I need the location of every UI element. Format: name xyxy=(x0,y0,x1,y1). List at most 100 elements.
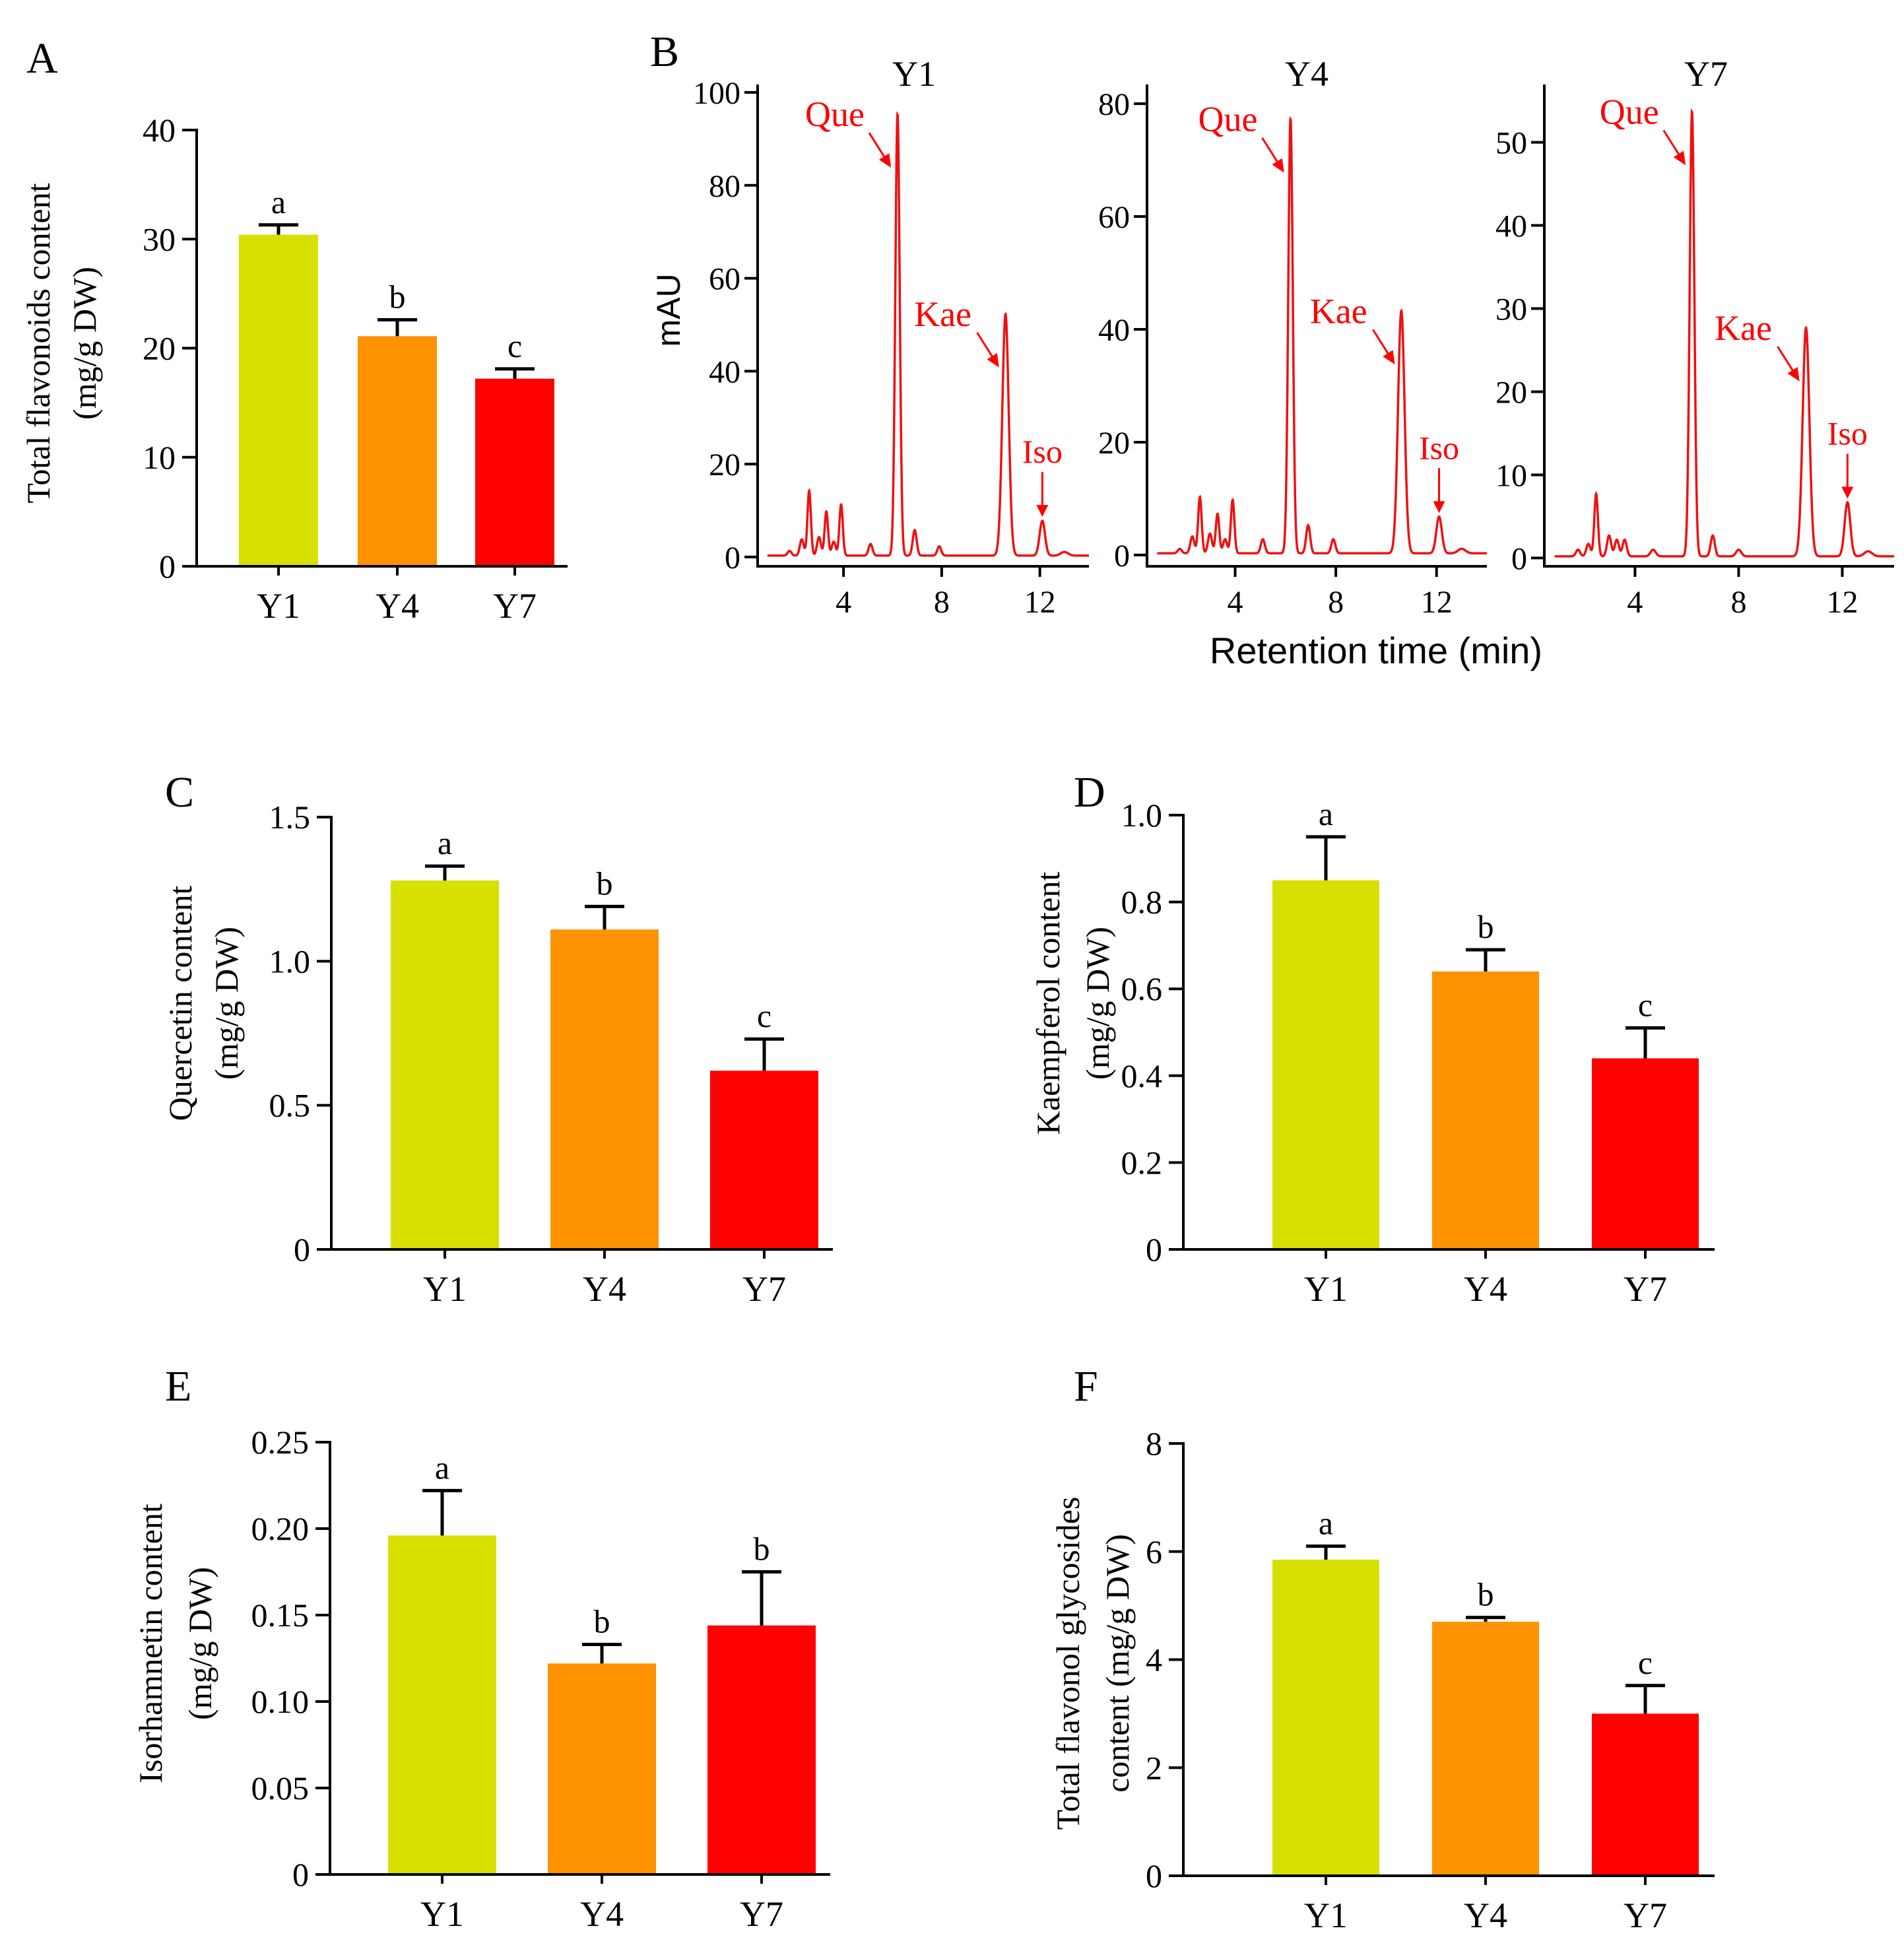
ylabel-line2-e: (mg/g DW) xyxy=(181,1567,218,1720)
chromatogram-ytick-label-y7: 0 xyxy=(1511,541,1527,576)
chromatogram-trace-y4 xyxy=(1157,116,1487,555)
ylabel-line1-c: Quercetin content xyxy=(162,886,199,1121)
panel-c: C Quercetin content (mg/g DW) a Y1 b Y4 c Y7 0… xyxy=(162,768,833,1309)
significance-letter-f-y7: c xyxy=(1638,1644,1653,1681)
bar-f-y1 xyxy=(1272,1560,1379,1876)
bar-c-y1 xyxy=(391,880,499,1249)
chromatogram-ytick-label-y7: 10 xyxy=(1495,458,1527,493)
chromatogram-xtick-label-y4: 12 xyxy=(1421,585,1453,620)
peak-label-iso-y7: Iso xyxy=(1827,415,1868,452)
chromatogram-ytick-label-y4: 40 xyxy=(1098,313,1130,348)
chromatogram-ytick-label-y1: 100 xyxy=(693,76,740,111)
ylabel-line1-a: Total flavonoids content xyxy=(20,183,57,503)
ytick-label-f: 0 xyxy=(1146,1857,1162,1894)
xtick-label-a-y7: Y7 xyxy=(493,586,537,626)
bar-e-y1 xyxy=(388,1535,496,1874)
chromatogram-xtick-label-y7: 12 xyxy=(1826,585,1858,620)
bar-a-y1 xyxy=(239,234,318,566)
panel-b: B mAU Retention time (min) Y1 Y4 Y7 0 20 4… xyxy=(650,28,1894,671)
significance-letter-a-y4: b xyxy=(389,279,406,315)
panel-label-e: E xyxy=(165,1362,191,1410)
xtick-label-f-y7: Y7 xyxy=(1624,1896,1667,1935)
xtick-label-d-y4: Y4 xyxy=(1464,1269,1507,1309)
chromatogram-ytick-label-y1: 0 xyxy=(725,541,740,576)
bar-e-y7 xyxy=(707,1625,816,1874)
xtick-label-c-y7: Y7 xyxy=(742,1269,786,1309)
peak-label-iso-y4: Iso xyxy=(1419,429,1459,466)
bar-d-y1 xyxy=(1272,880,1379,1249)
xtick-label-f-y4: Y4 xyxy=(1464,1896,1507,1935)
peak-label-que-y1: Que xyxy=(805,94,865,134)
chromatogram-xtick-label-y7: 8 xyxy=(1730,585,1746,620)
peak-arrowhead-que-y4 xyxy=(1272,158,1284,173)
ytick-label-d: 0.6 xyxy=(1121,970,1163,1007)
chromatogram-y4: 0 20 40 60 80 4 8 12 Que Kae Iso xyxy=(1098,84,1487,620)
bar-chart-a: a Y1 b Y4 c Y7 0 10 20 30 40 xyxy=(143,112,568,626)
bar-f-y7 xyxy=(1592,1713,1699,1876)
ytick-label-e: 0.20 xyxy=(251,1510,310,1547)
bar-chart-f: a Y1 b Y4 c Y7 0 2 4 6 8 xyxy=(1146,1425,1715,1935)
panel-e: E Isorhamnetin content (mg/g DW) a Y1 b Y4 b… xyxy=(132,1362,830,1934)
ytick-label-f: 8 xyxy=(1146,1425,1162,1462)
bar-e-y4 xyxy=(548,1663,656,1874)
ytick-label-a: 10 xyxy=(143,439,176,476)
ytick-label-e: 0.15 xyxy=(251,1597,310,1634)
significance-letter-d-y7: c xyxy=(1638,986,1653,1023)
ytick-label-f: 6 xyxy=(1146,1533,1162,1570)
ytick-label-a: 0 xyxy=(159,548,176,585)
panel-label-d: D xyxy=(1074,768,1105,816)
ylabel-line1-f: Total flavonol glycosides xyxy=(1049,1497,1086,1830)
panel-f: F Total flavonol glycosides content (mg/… xyxy=(1049,1362,1715,1935)
chromatogram-ytick-label-y4: 0 xyxy=(1114,539,1130,574)
chromatogram-ytick-label-y1: 20 xyxy=(709,447,740,482)
ytick-label-f: 4 xyxy=(1146,1641,1162,1678)
xtick-label-d-y1: Y1 xyxy=(1304,1269,1348,1309)
chromatogram-ytick-label-y1: 60 xyxy=(709,262,740,297)
xtick-label-e-y7: Y7 xyxy=(740,1894,783,1934)
ytick-label-e: 0.25 xyxy=(251,1424,310,1461)
ytick-label-d: 0.2 xyxy=(1121,1144,1163,1181)
bar-c-y4 xyxy=(550,929,659,1249)
significance-letter-d-y4: b xyxy=(1478,908,1494,945)
peak-arrowhead-que-y1 xyxy=(878,153,892,168)
significance-letter-d-y1: a xyxy=(1319,795,1333,832)
significance-letter-f-y4: b xyxy=(1478,1576,1494,1613)
ytick-label-d: 0.8 xyxy=(1121,884,1163,921)
bar-chart-e: a Y1 b Y4 b Y7 0 0.05 0.10 0.15 0.20 0.25 xyxy=(251,1424,830,1934)
chromatogram-ytick-label-y7: 40 xyxy=(1495,209,1527,244)
chromatogram-xtick-label-y1: 12 xyxy=(1024,585,1056,620)
chromatogram-title-y4: Y4 xyxy=(1285,54,1329,94)
chromatogram-y1: 0 20 40 60 80 100 4 8 12 Que Kae Iso xyxy=(693,76,1089,620)
chromatogram-title-y7: Y7 xyxy=(1684,54,1728,94)
ytick-label-c: 1.5 xyxy=(269,799,311,836)
peak-arrowhead-iso-y7 xyxy=(1841,486,1854,499)
peak-arrowhead-iso-y4 xyxy=(1433,501,1445,513)
peak-arrowhead-kae-y1 xyxy=(987,352,999,368)
ytick-label-e: 0 xyxy=(292,1856,309,1893)
xtick-label-c-y1: Y1 xyxy=(423,1269,467,1309)
bar-d-y7 xyxy=(1592,1058,1699,1249)
significance-letter-e-y1: a xyxy=(435,1449,449,1486)
xtick-label-a-y1: Y1 xyxy=(257,586,300,626)
chromatogram-ytick-label-y7: 30 xyxy=(1495,292,1527,327)
chromatogram-trace-y7 xyxy=(1554,108,1894,558)
significance-letter-e-y4: b xyxy=(594,1603,610,1640)
ytick-label-e: 0.05 xyxy=(251,1770,310,1806)
chromatogram-ytick-label-y7: 50 xyxy=(1495,126,1527,161)
bar-a-y4 xyxy=(358,336,437,566)
significance-letter-a-y1: a xyxy=(271,183,286,220)
panel-label-a: A xyxy=(26,34,58,83)
peak-label-que-y4: Que xyxy=(1198,100,1257,139)
ytick-label-f: 2 xyxy=(1146,1749,1162,1786)
bar-f-y4 xyxy=(1432,1622,1539,1876)
chromatogram-trace-y1 xyxy=(767,111,1089,557)
significance-letter-e-y7: b xyxy=(754,1531,770,1568)
ylabel-line2-d: (mg/g DW) xyxy=(1079,927,1116,1080)
ytick-label-d: 1.0 xyxy=(1121,797,1163,834)
significance-letter-c-y7: c xyxy=(757,997,771,1034)
peak-arrowhead-iso-y1 xyxy=(1036,505,1049,517)
chromatogram-ytick-label-y4: 80 xyxy=(1098,87,1130,122)
panel-a: A Total flavonoids content (mg/g DW) a Y1… xyxy=(20,34,568,626)
xtick-label-e-y4: Y4 xyxy=(580,1894,624,1934)
